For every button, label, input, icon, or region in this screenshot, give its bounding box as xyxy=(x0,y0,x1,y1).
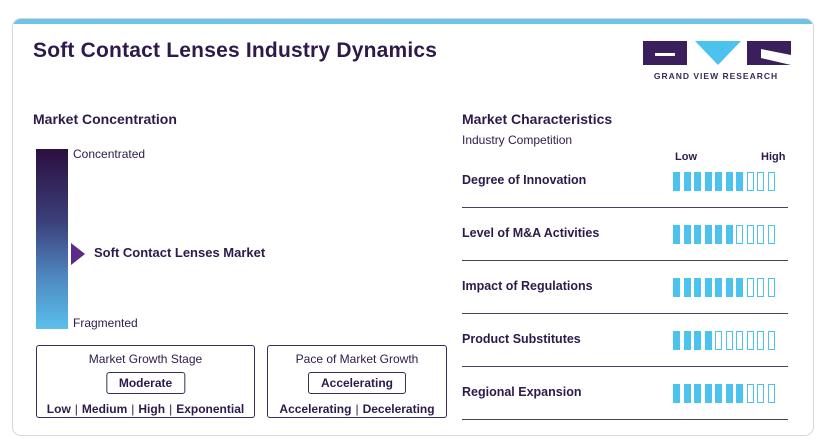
market-growth-stage-box: Market Growth Stage Moderate Low | Medium |… xyxy=(36,345,255,418)
rating-segment-filled xyxy=(704,225,712,244)
rating-segment-filled xyxy=(683,225,691,244)
rating-segment-filled xyxy=(725,278,733,297)
growth-pace-scale: Accelerating | Decelerating xyxy=(268,402,446,416)
characteristic-row: Regional Expansion xyxy=(462,367,788,420)
rating-segment-filled xyxy=(694,225,701,244)
characteristic-label: Product Substitutes xyxy=(462,332,581,346)
rating-segment-filled xyxy=(704,384,712,403)
concentrated-label: Concentrated xyxy=(73,147,146,161)
scale-divider: | xyxy=(355,402,359,416)
growth-stage-value: Moderate xyxy=(105,372,186,394)
rating-segment-filled xyxy=(683,384,691,403)
scale-divider: | xyxy=(169,402,173,416)
rating-segment-empty xyxy=(736,225,743,244)
rating-segment-empty xyxy=(715,331,722,350)
rating-segment-filled xyxy=(725,225,733,244)
characteristic-label: Level of M&A Activities xyxy=(462,226,600,240)
rating-segment-empty xyxy=(746,384,754,403)
rating-segment-filled xyxy=(683,172,691,191)
row-divider xyxy=(462,259,788,261)
rating-segment-filled xyxy=(704,278,712,297)
growth-pace-value: Accelerating xyxy=(307,372,407,394)
rating-segment-filled xyxy=(715,384,722,403)
rating-segment-filled xyxy=(715,172,722,191)
brand-logo-icon xyxy=(643,41,791,65)
rating-segment-filled xyxy=(736,172,743,191)
scale-accelerating: Accelerating xyxy=(279,402,352,416)
scale-decelerating: Decelerating xyxy=(362,402,435,416)
rating-segment-empty xyxy=(746,172,754,191)
row-divider xyxy=(462,312,788,314)
dynamics-card: Soft Contact Lenses Industry Dynamics GR… xyxy=(12,18,814,436)
market-position-marker-icon xyxy=(71,243,85,265)
rating-segment-empty xyxy=(767,225,775,244)
rating-segment-filled xyxy=(704,331,712,350)
rating-segment-filled xyxy=(694,172,701,191)
market-concentration-title: Market Concentration xyxy=(33,111,177,127)
characteristic-row: Level of M&A Activities xyxy=(462,208,788,261)
scale-exponential: Exponential xyxy=(176,402,245,416)
brand-name: GRAND VIEW RESEARCH xyxy=(653,71,779,81)
rating-segment-empty xyxy=(746,331,754,350)
scale-low: Low xyxy=(46,402,71,416)
characteristic-row: Impact of Regulations xyxy=(462,261,788,314)
rating-segment-empty xyxy=(757,278,764,297)
rating-segment-filled xyxy=(694,384,701,403)
row-divider xyxy=(462,206,788,208)
rating-segment-filled xyxy=(694,278,701,297)
concentration-gradient-bar xyxy=(36,149,68,329)
rating-segment-empty xyxy=(757,225,764,244)
rating-segment-filled xyxy=(736,384,743,403)
rating-segment-empty xyxy=(767,384,775,403)
rating-segment-empty xyxy=(767,172,775,191)
rating-segment-filled xyxy=(715,225,722,244)
scale-high: High xyxy=(138,402,166,416)
rating-segment-filled xyxy=(683,331,691,350)
scale-high-label: High xyxy=(761,151,786,163)
rating-segment-filled xyxy=(683,278,691,297)
growth-pace-title: Pace of Market Growth xyxy=(295,352,419,366)
growth-stage-scale: Low | Medium | High | Exponential xyxy=(37,402,254,416)
market-position-label: Soft Contact Lenses Market xyxy=(94,245,266,260)
card-top-accent xyxy=(13,19,813,24)
pace-of-market-growth-box: Pace of Market Growth Accelerating Accel… xyxy=(267,345,447,418)
growth-stage-title: Market Growth Stage xyxy=(88,352,203,366)
scale-low-label: Low xyxy=(675,151,697,163)
rating-segment-filled xyxy=(673,172,680,191)
page-title: Soft Contact Lenses Industry Dynamics xyxy=(33,39,438,62)
rating-segment-filled xyxy=(736,278,743,297)
fragmented-label: Fragmented xyxy=(73,316,138,330)
rating-segment-empty xyxy=(767,331,775,350)
rating-segment-empty xyxy=(725,331,733,350)
rating-segment-empty xyxy=(757,172,764,191)
market-characteristics-title: Market Characteristics xyxy=(462,111,613,127)
rating-segment-empty xyxy=(736,331,743,350)
scale-divider: | xyxy=(74,402,78,416)
rating-segment-filled xyxy=(725,384,733,403)
rating-segment-empty xyxy=(767,278,775,297)
characteristic-label: Degree of Innovation xyxy=(462,173,587,187)
row-divider xyxy=(462,418,788,420)
rating-segment-empty xyxy=(757,384,764,403)
rating-segment-filled xyxy=(673,225,680,244)
characteristic-label: Impact of Regulations xyxy=(462,279,593,293)
characteristic-label: Regional Expansion xyxy=(462,385,582,399)
rating-segment-filled xyxy=(694,331,701,350)
rating-segment-filled xyxy=(673,278,680,297)
rating-segment-filled xyxy=(673,331,680,350)
rating-segment-filled xyxy=(715,278,722,297)
characteristic-row: Degree of Innovation xyxy=(462,155,788,208)
industry-competition-subtitle: Industry Competition xyxy=(462,133,573,147)
rating-segment-empty xyxy=(746,225,754,244)
rating-segment-empty xyxy=(746,278,754,297)
scale-divider: | xyxy=(131,402,135,416)
rating-segment-filled xyxy=(704,172,712,191)
rating-segment-empty xyxy=(757,331,764,350)
scale-medium: Medium xyxy=(81,402,128,416)
rating-segment-filled xyxy=(725,172,733,191)
characteristic-row: Product Substitutes xyxy=(462,314,788,367)
row-divider xyxy=(462,365,788,367)
rating-segment-filled xyxy=(673,384,680,403)
